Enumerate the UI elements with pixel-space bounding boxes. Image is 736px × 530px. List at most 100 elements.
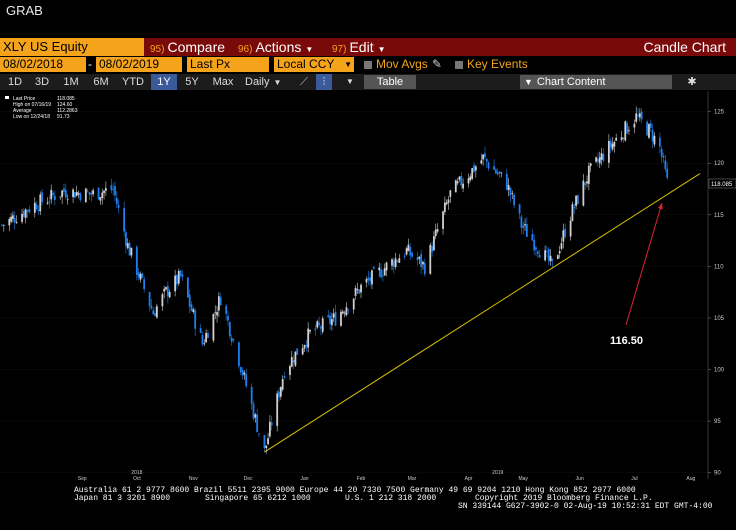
price-chart[interactable]: 116.50 90 95 100 105 110 115 120 125 Sep Oct Nov D… [0, 91, 736, 486]
candles [1, 106, 669, 454]
candle-down [86, 191, 89, 193]
candle-up [139, 273, 142, 280]
candle-up [46, 202, 49, 204]
candle-down [520, 216, 523, 228]
candle-up [628, 130, 630, 132]
price-field-select[interactable]: Last Px [187, 57, 269, 72]
candle-down [403, 255, 406, 257]
candle-up [458, 176, 461, 180]
candle-up [607, 141, 610, 163]
candle-up [549, 255, 552, 262]
candle-down [646, 121, 649, 136]
compare-menu[interactable]: 95) Compare [150, 38, 225, 56]
candle-up [212, 313, 215, 341]
candle-down [252, 403, 255, 419]
candle-up [254, 414, 257, 418]
candle-up [500, 172, 503, 174]
y-tick-label: 95 [714, 419, 721, 425]
candle-down [431, 246, 433, 252]
y-axis-ticks: 90 95 100 105 110 115 120 125 [708, 110, 725, 477]
edit-menu[interactable]: 97) Edit ▼ [332, 38, 386, 56]
candle-down [659, 137, 661, 147]
candle-up [611, 143, 614, 150]
end-date-field[interactable]: 08/02/2019 [96, 57, 182, 72]
range-1m[interactable]: 1M [63, 76, 79, 88]
candle-down [367, 277, 370, 280]
candle-up [203, 343, 206, 345]
candle-up [15, 222, 18, 223]
x-tick-label: Jul [631, 476, 637, 482]
chart-type-label[interactable]: Candle Chart [643, 39, 727, 55]
ticker-field[interactable]: XLY US Equity [0, 38, 144, 56]
candle-up [75, 191, 78, 196]
candle-up [633, 123, 636, 128]
range-3d[interactable]: 3D [34, 76, 50, 88]
candle-chart-icon[interactable]: ⫶ [316, 74, 332, 90]
chevron-down-icon[interactable]: ▼ [346, 77, 354, 86]
parameter-bar: 08/02/2018 - 08/02/2019 Last Px Local CC… [0, 57, 736, 73]
candle-up [309, 330, 311, 332]
compare-number: 95) [150, 44, 165, 55]
candle-down [241, 370, 244, 376]
candle-down [22, 210, 25, 217]
candle-down [513, 194, 516, 206]
candle-down [239, 367, 242, 373]
candle-down [110, 185, 113, 191]
candle-up [103, 190, 105, 194]
candle-down [63, 188, 65, 192]
candle-up [456, 181, 459, 184]
frequency-select[interactable]: Daily ▼ [242, 74, 292, 90]
key-events-label: Key Events [467, 57, 528, 71]
actions-menu[interactable]: 96) Actions ▼ [238, 38, 313, 56]
candle-up [316, 321, 319, 328]
footer-line2a: Japan 81 3 3201 8900 [74, 494, 171, 503]
gear-icon[interactable]: ✱ [687, 76, 697, 88]
candle-down [487, 162, 490, 169]
candle-down [411, 252, 413, 257]
candle-up [442, 211, 444, 229]
candle-up [600, 153, 603, 160]
pencil-icon[interactable]: ✎ [431, 57, 442, 71]
mov-avgs-checkbox[interactable]: Mov Avgs ✎ [364, 57, 442, 72]
chevron-down-icon: ▼ [377, 45, 386, 54]
candle-down [228, 322, 231, 337]
candle-down [225, 306, 228, 314]
range-1y[interactable]: 1Y [151, 74, 177, 90]
candle-down [327, 315, 330, 317]
actions-number: 96) [238, 44, 253, 55]
candle-up [50, 189, 53, 200]
candle-down [88, 192, 91, 195]
range-ytd[interactable]: YTD [122, 76, 144, 88]
x-tick-label: Jan [300, 476, 308, 482]
table-tab[interactable]: Table [364, 75, 416, 89]
candle-up [429, 244, 432, 274]
checkbox-icon [364, 60, 372, 69]
x-tick-label: Jun [576, 476, 584, 482]
candle-up [569, 220, 572, 237]
candle-down [664, 160, 667, 170]
range-5y[interactable]: 5Y [185, 76, 199, 88]
start-date-field[interactable]: 08/02/2018 [0, 57, 86, 72]
legend-high-label: High on 07/16/19 [13, 102, 51, 108]
candle-down [369, 277, 372, 282]
key-events-checkbox[interactable]: Key Events [455, 57, 528, 72]
x-year-label: 2018 [131, 470, 142, 476]
candle-down [270, 422, 273, 426]
currency-select[interactable]: Local CCY ▼ [274, 57, 354, 72]
candle-up [587, 165, 590, 184]
range-6m[interactable]: 6M [93, 76, 109, 88]
candle-up [217, 296, 220, 311]
candle-up [216, 312, 218, 316]
candle-down [227, 315, 229, 321]
candle-up [449, 190, 452, 197]
y-tick-label: 110 [714, 264, 724, 270]
candle-down [114, 186, 116, 196]
line-chart-icon[interactable]: ⟋ [300, 76, 308, 88]
candle-up [653, 135, 656, 145]
candle-up [469, 176, 472, 180]
range-max[interactable]: Max [212, 76, 234, 88]
range-1d[interactable]: 1D [7, 76, 23, 88]
candle-up [407, 244, 410, 251]
chart-content-tab[interactable]: ▼ Chart Content [520, 75, 672, 89]
candle-down [551, 258, 554, 261]
